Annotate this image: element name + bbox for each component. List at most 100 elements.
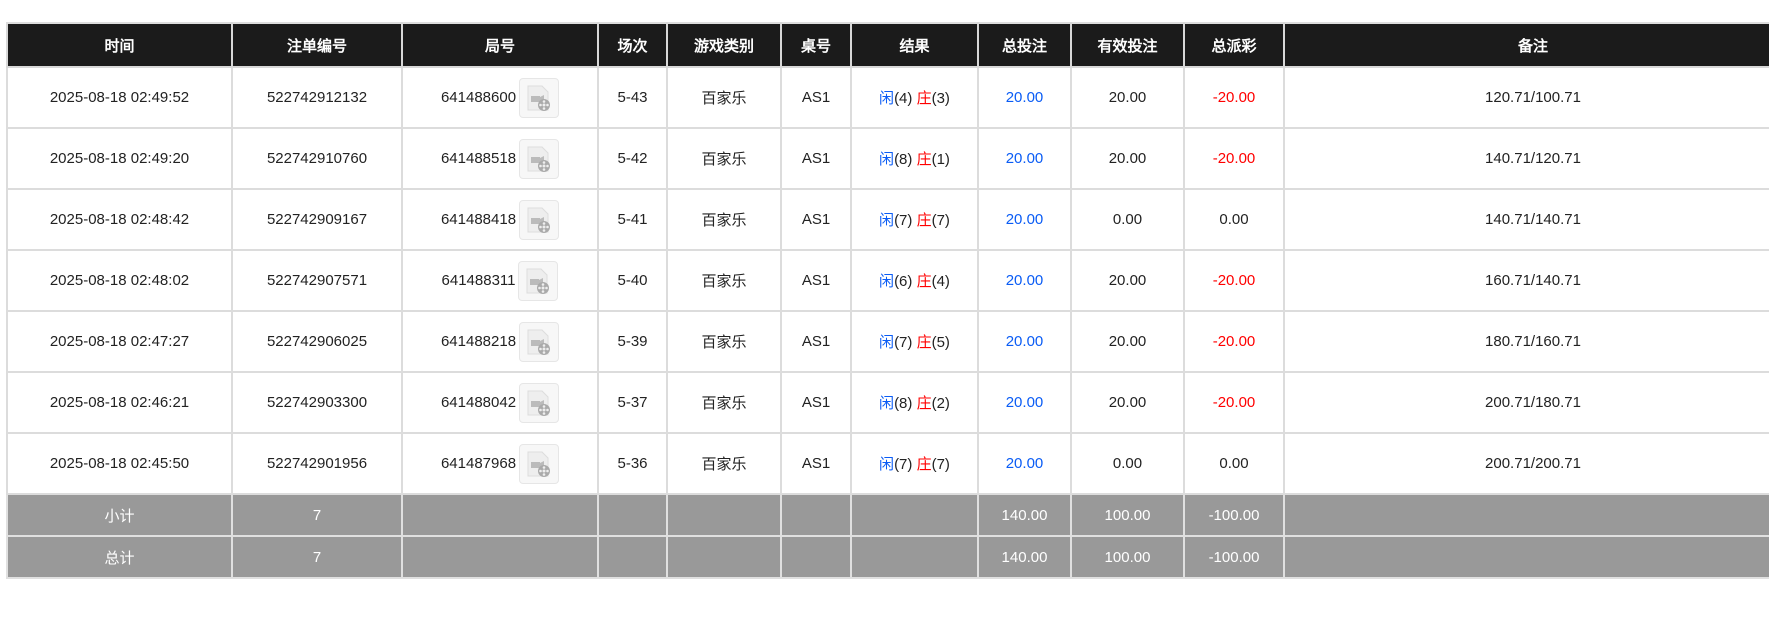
empty-cell xyxy=(850,535,979,579)
payout-cell: -20.00 xyxy=(1183,371,1285,434)
bet-id-cell: 522742903300 xyxy=(231,371,403,434)
total-bet-cell: 20.00 xyxy=(977,188,1072,251)
table-cell: AS1 xyxy=(780,371,852,434)
table-cell: AS1 xyxy=(780,66,852,129)
summary-label: 总计 xyxy=(6,535,233,579)
result-cell: 闲(8) 庄(1) xyxy=(850,127,979,190)
banker-label: 庄 xyxy=(916,334,932,351)
banker-score: (7) xyxy=(931,456,950,473)
result-cell: 闲(7) 庄(7) xyxy=(850,432,979,495)
shoe-cell: 5-36 xyxy=(597,432,668,495)
summary-total-bet: 140.00 xyxy=(977,493,1072,537)
empty-cell xyxy=(597,493,668,537)
empty-cell xyxy=(780,493,852,537)
valid-bet-cell: 20.00 xyxy=(1070,66,1185,129)
round-number: 641487968 xyxy=(440,454,517,472)
game-cell: 百家乐 xyxy=(666,127,782,190)
table-cell: AS1 xyxy=(780,127,852,190)
payout-cell: -20.00 xyxy=(1183,249,1285,312)
time-cell: 2025-08-18 02:48:02 xyxy=(6,249,233,312)
note-cell: 200.71/200.71 xyxy=(1283,432,1769,495)
video-replay-icon[interactable] xyxy=(519,199,560,240)
column-header: 局号 xyxy=(401,22,599,68)
banker-label: 庄 xyxy=(916,90,932,107)
round-number: 641488042 xyxy=(440,393,517,411)
shoe-cell: 5-37 xyxy=(597,371,668,434)
result-cell: 闲(7) 庄(7) xyxy=(850,188,979,251)
total-bet-cell: 20.00 xyxy=(977,310,1072,373)
round-number: 641488518 xyxy=(440,149,517,167)
note-cell: 140.71/140.71 xyxy=(1283,188,1769,251)
bet-id-cell: 522742909167 xyxy=(231,188,403,251)
player-label: 闲 xyxy=(879,334,895,351)
valid-bet-cell: 20.00 xyxy=(1070,310,1185,373)
empty-cell xyxy=(1283,493,1769,537)
total-bet-cell: 20.00 xyxy=(977,127,1072,190)
valid-bet-cell: 0.00 xyxy=(1070,188,1185,251)
banker-label: 庄 xyxy=(916,151,932,168)
total-bet-cell: 20.00 xyxy=(977,249,1072,312)
game-cell: 百家乐 xyxy=(666,432,782,495)
summary-payout: -100.00 xyxy=(1183,535,1285,579)
empty-cell xyxy=(666,535,782,579)
player-score: (7) xyxy=(894,456,913,473)
summary-count: 7 xyxy=(231,493,403,537)
table-row: 2025-08-18 02:46:21 522742903300 6414880… xyxy=(6,371,1769,434)
player-score: (7) xyxy=(894,334,913,351)
player-score: (6) xyxy=(894,273,913,290)
valid-bet-cell: 20.00 xyxy=(1070,249,1185,312)
empty-cell xyxy=(597,535,668,579)
round-cell: 641487968 xyxy=(401,432,599,495)
result-cell: 闲(7) 庄(5) xyxy=(850,310,979,373)
player-score: (7) xyxy=(894,212,913,229)
player-score: (8) xyxy=(894,151,913,168)
player-label: 闲 xyxy=(879,273,895,290)
bet-id-cell: 522742910760 xyxy=(231,127,403,190)
note-cell: 140.71/120.71 xyxy=(1283,127,1769,190)
summary-total-bet: 140.00 xyxy=(977,535,1072,579)
payout-cell: -20.00 xyxy=(1183,66,1285,129)
time-cell: 2025-08-18 02:48:42 xyxy=(6,188,233,251)
video-replay-icon[interactable] xyxy=(519,382,560,423)
banker-score: (5) xyxy=(931,334,950,351)
video-replay-icon[interactable] xyxy=(519,77,560,118)
banker-score: (4) xyxy=(931,273,950,290)
note-cell: 200.71/180.71 xyxy=(1283,371,1769,434)
time-cell: 2025-08-18 02:49:52 xyxy=(6,66,233,129)
round-number: 641488218 xyxy=(440,332,517,350)
time-cell: 2025-08-18 02:46:21 xyxy=(6,371,233,434)
banker-score: (3) xyxy=(931,90,950,107)
payout-cell: -20.00 xyxy=(1183,127,1285,190)
round-cell: 641488600 xyxy=(401,66,599,129)
shoe-cell: 5-43 xyxy=(597,66,668,129)
player-score: (8) xyxy=(894,395,913,412)
round-number: 641488600 xyxy=(440,88,517,106)
summary-payout: -100.00 xyxy=(1183,493,1285,537)
valid-bet-cell: 0.00 xyxy=(1070,432,1185,495)
total-bet-cell: 20.00 xyxy=(977,371,1072,434)
empty-cell xyxy=(850,493,979,537)
summary-valid-bet: 100.00 xyxy=(1070,535,1185,579)
total-bet-cell: 20.00 xyxy=(977,66,1072,129)
round-cell: 641488042 xyxy=(401,371,599,434)
valid-bet-cell: 20.00 xyxy=(1070,371,1185,434)
player-label: 闲 xyxy=(879,456,895,473)
shoe-cell: 5-39 xyxy=(597,310,668,373)
time-cell: 2025-08-18 02:47:27 xyxy=(6,310,233,373)
banker-label: 庄 xyxy=(916,273,932,290)
note-cell: 180.71/160.71 xyxy=(1283,310,1769,373)
video-replay-icon[interactable] xyxy=(518,260,559,301)
round-number: 641488311 xyxy=(441,271,516,289)
empty-cell xyxy=(666,493,782,537)
column-header: 游戏类别 xyxy=(666,22,782,68)
video-replay-icon[interactable] xyxy=(519,321,560,362)
banker-label: 庄 xyxy=(916,456,932,473)
banker-score: (2) xyxy=(931,395,950,412)
banker-score: (7) xyxy=(931,212,950,229)
banker-score: (1) xyxy=(931,151,950,168)
video-replay-icon[interactable] xyxy=(519,443,560,484)
empty-cell xyxy=(401,493,599,537)
video-replay-icon[interactable] xyxy=(519,138,560,179)
table-row: 2025-08-18 02:49:20 522742910760 6414885… xyxy=(6,127,1769,190)
player-label: 闲 xyxy=(879,90,895,107)
